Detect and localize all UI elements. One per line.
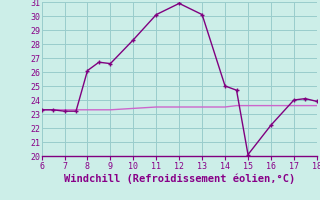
X-axis label: Windchill (Refroidissement éolien,°C): Windchill (Refroidissement éolien,°C) — [64, 173, 295, 184]
